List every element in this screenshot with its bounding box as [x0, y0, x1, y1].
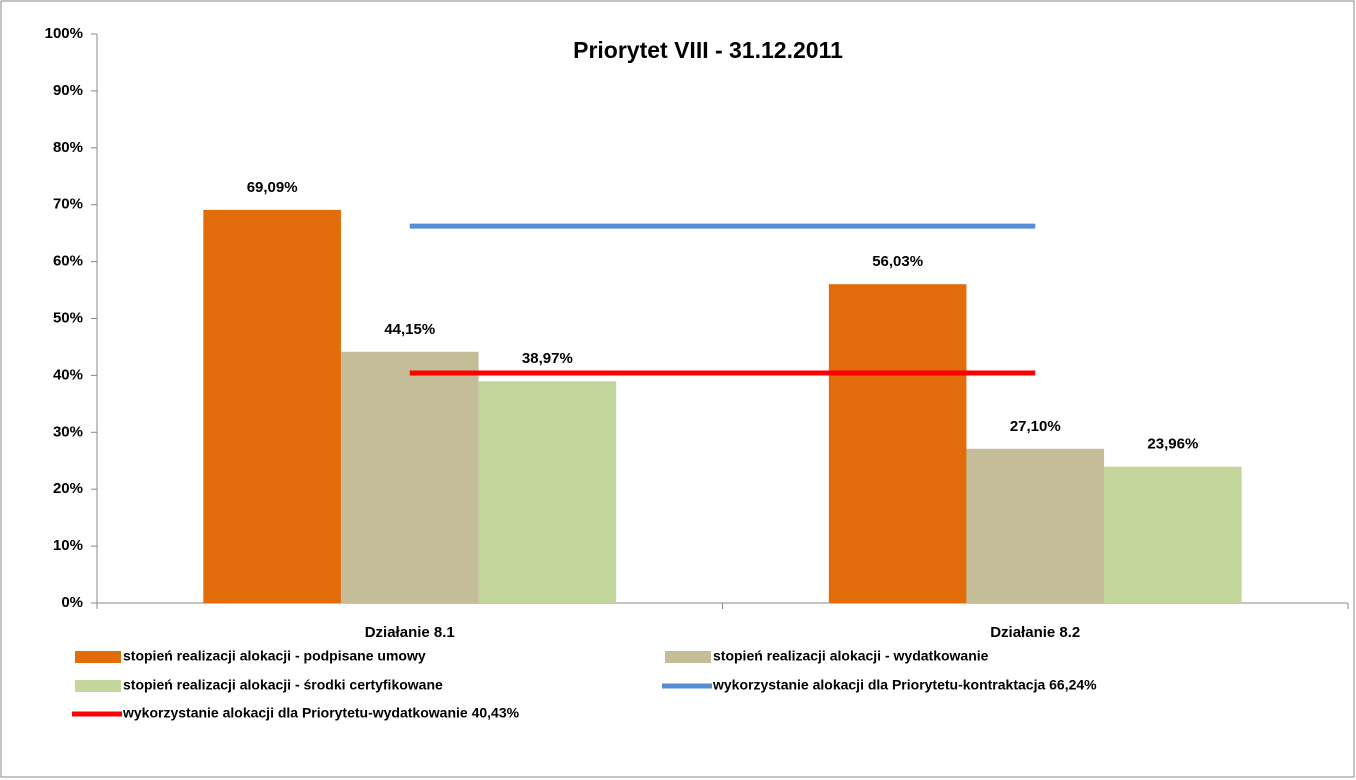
- legend-label: wykorzystanie alokacji dla Priorytetu-wy…: [122, 705, 520, 721]
- y-tick-label: 0%: [61, 594, 83, 611]
- bar: [1104, 466, 1242, 603]
- y-tick-label: 50%: [53, 309, 83, 326]
- bar-value-label: 44,15%: [384, 321, 435, 338]
- y-tick-label: 90%: [53, 82, 83, 99]
- bar: [478, 381, 617, 603]
- legend-label: stopień realizacji alokacji - podpisane …: [123, 648, 426, 664]
- legend-label: wykorzystanie alokacji dla Priorytetu-ko…: [712, 677, 1097, 693]
- bar-value-label: 38,97%: [522, 350, 573, 367]
- bar: [340, 351, 479, 603]
- bar-value-label: 69,09%: [247, 179, 298, 196]
- legend-swatch: [665, 651, 711, 663]
- chart-title: Priorytet VIII - 31.12.2011: [573, 37, 843, 63]
- x-tick-label: Działanie 8.1: [365, 624, 455, 641]
- y-tick-label: 20%: [53, 480, 83, 497]
- y-tick-label: 70%: [53, 196, 83, 213]
- y-tick-label: 10%: [53, 537, 83, 554]
- y-tick-label: 40%: [53, 366, 83, 383]
- bar: [203, 209, 341, 603]
- y-tick-label: 60%: [53, 253, 83, 270]
- y-tick-label: 100%: [45, 25, 83, 42]
- y-tick-label: 30%: [53, 423, 83, 440]
- bar: [828, 284, 967, 603]
- bar-value-label: 27,10%: [1010, 418, 1061, 435]
- legend-label: stopień realizacji alokacji - wydatkowan…: [713, 648, 989, 664]
- legend-swatch: [75, 680, 121, 692]
- legend-swatch: [75, 651, 121, 663]
- bar-value-label: 56,03%: [872, 253, 923, 270]
- bar: [966, 448, 1105, 603]
- bar-value-label: 23,96%: [1147, 436, 1198, 453]
- legend-label: stopień realizacji alokacji - środki cer…: [123, 677, 443, 693]
- y-tick-label: 80%: [53, 139, 83, 156]
- x-tick-label: Działanie 8.2: [990, 624, 1080, 641]
